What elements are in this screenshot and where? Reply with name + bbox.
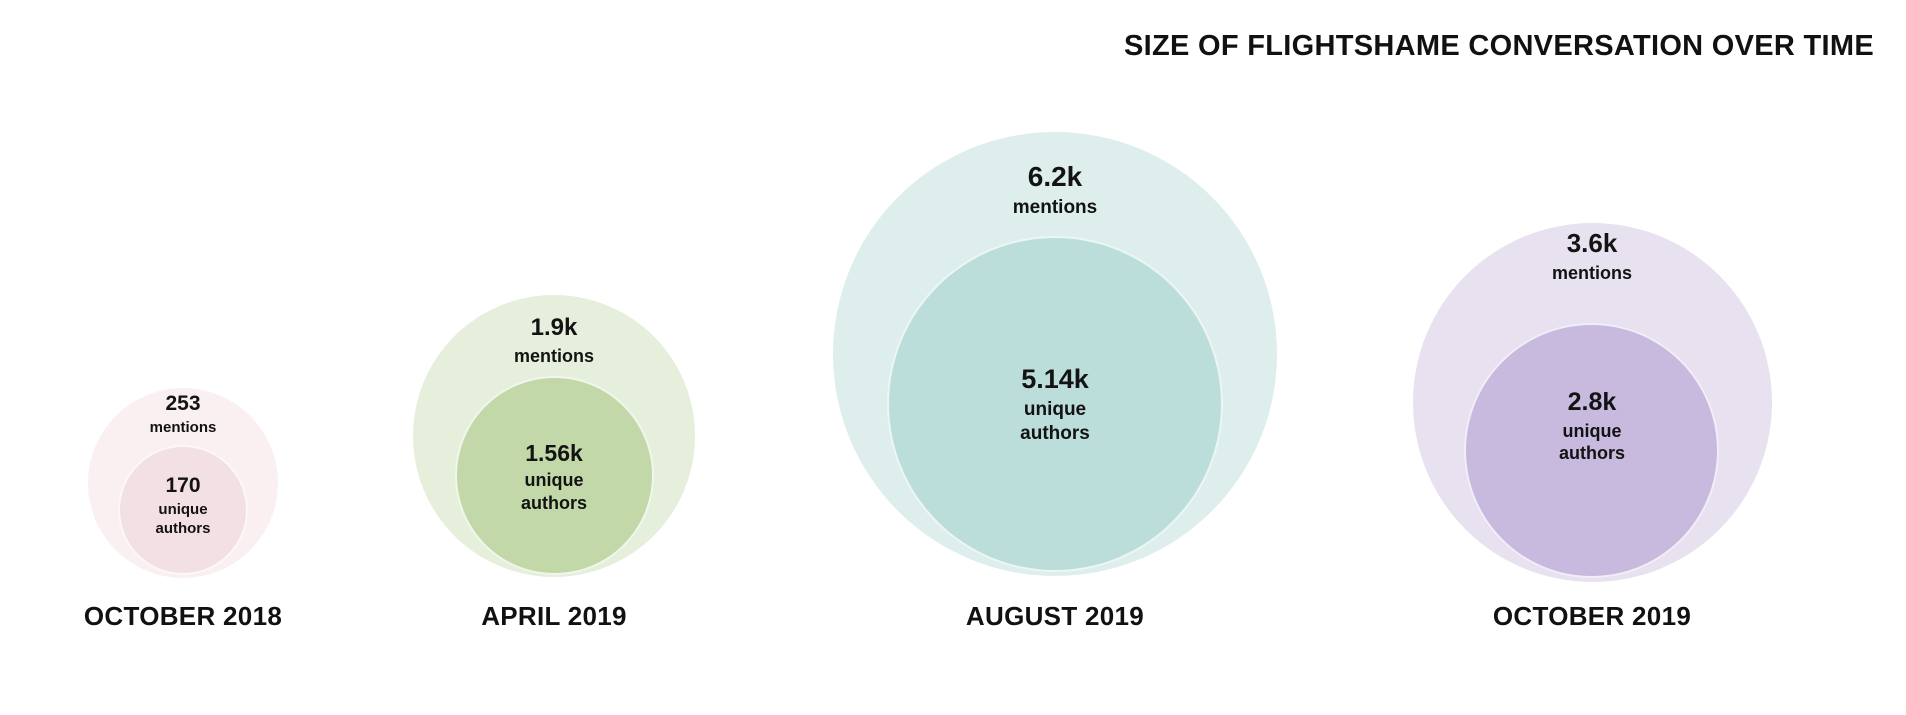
- authors-label: unique authors: [1558, 420, 1625, 464]
- mentions-text-block: 1.9k mentions: [454, 314, 654, 367]
- authors-text-block: 170 unique authors: [138, 474, 228, 539]
- mentions-text-block: 253 mentions: [83, 392, 283, 438]
- mentions-label: mentions: [149, 419, 217, 437]
- authors-value: 5.14k: [1021, 364, 1089, 394]
- date-label-october-2019: OCTOBER 2019: [1492, 601, 1692, 631]
- authors-text-block: 1.56k unique authors: [504, 440, 604, 514]
- authors-text-block: 5.14k unique authors: [1000, 364, 1110, 446]
- authors-label: unique authors: [1020, 399, 1090, 444]
- unique-authors-circle: [457, 378, 652, 573]
- mentions-text-block: 3.6k mentions: [1492, 228, 1692, 284]
- authors-value: 1.56k: [525, 440, 583, 466]
- authors-label: unique authors: [520, 470, 587, 513]
- authors-text-block: 2.8k unique authors: [1542, 388, 1642, 465]
- authors-value: 2.8k: [1567, 388, 1617, 416]
- mentions-label: mentions: [1012, 197, 1098, 219]
- mentions-text-block: 6.2k mentions: [955, 161, 1155, 220]
- date-label-october-2018: OCTOBER 2018: [83, 601, 283, 631]
- mentions-value: 1.9k: [530, 314, 578, 341]
- unique-authors-circle: [1466, 325, 1717, 576]
- chart-title: SIZE OF FLIGHTSHAME CONVERSATION OVER TI…: [1124, 30, 1874, 62]
- mentions-value: 3.6k: [1566, 228, 1618, 258]
- unique-authors-circle: [120, 447, 246, 573]
- date-label-august-2019: AUGUST 2019: [965, 601, 1145, 631]
- mentions-label: mentions: [513, 345, 594, 366]
- date-label-april-2019: APRIL 2019: [481, 601, 627, 631]
- mentions-value: 253: [165, 392, 201, 415]
- authors-label: unique authors: [155, 501, 211, 537]
- unique-authors-circle: [889, 238, 1221, 570]
- authors-value: 170: [165, 474, 201, 497]
- mentions-value: 6.2k: [1027, 161, 1083, 192]
- mentions-label: mentions: [1551, 262, 1632, 283]
